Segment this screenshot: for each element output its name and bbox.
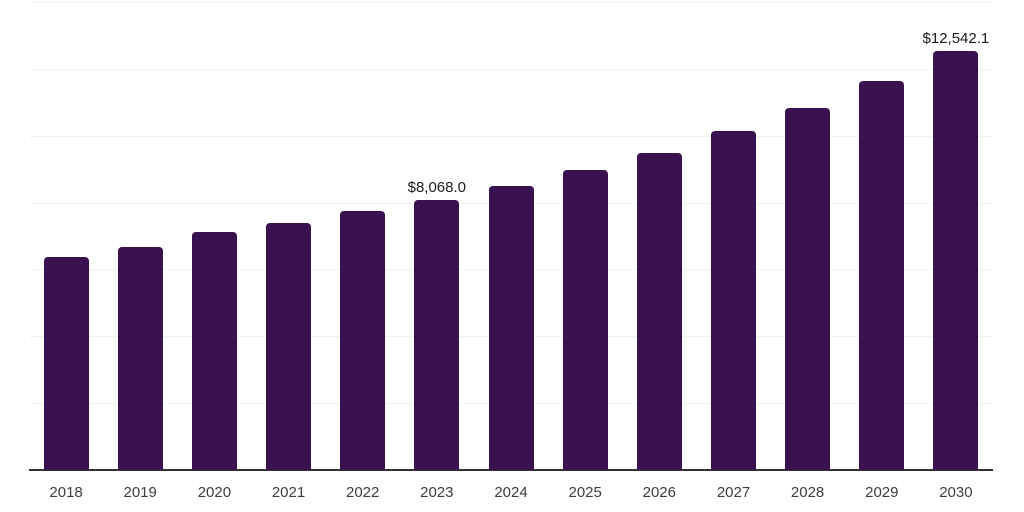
bar-2026 — [636, 153, 682, 470]
x-tick-2028: 2028 — [790, 484, 825, 501]
bar-2023 — [414, 200, 460, 470]
bar-2024 — [488, 185, 534, 470]
bar-2019 — [117, 247, 163, 470]
bar-2029 — [859, 80, 905, 470]
plot-area: 2018 2019 2020 2021 2022 $8,068.0 2023 2024 2025… — [29, 0, 993, 512]
bar-2027 — [711, 131, 756, 470]
bar-value-label-2023: $8,068.0 — [407, 179, 466, 197]
x-tick-2019: 2019 — [123, 484, 157, 501]
bar-2028 — [785, 108, 831, 470]
bar-2020 — [191, 232, 237, 470]
x-axis-line — [29, 469, 993, 471]
x-tick-2029: 2029 — [865, 484, 899, 501]
x-tick-2020: 2020 — [197, 484, 232, 501]
gridline — [29, 68, 993, 70]
x-tick-2027: 2027 — [716, 484, 751, 501]
bar-2030 — [933, 50, 979, 470]
x-tick-2022: 2022 — [346, 484, 380, 501]
x-tick-2024: 2024 — [494, 484, 528, 501]
bar-2025 — [562, 170, 608, 470]
x-tick-2018: 2018 — [49, 484, 83, 501]
bar-value-label-2030: $12,542.1 — [922, 29, 990, 47]
gridline — [29, 135, 993, 137]
x-tick-2026: 2026 — [642, 484, 676, 501]
x-tick-2030: 2030 — [939, 484, 973, 501]
bar-2018 — [43, 257, 89, 470]
gridline — [29, 2, 993, 3]
x-tick-2025: 2025 — [568, 484, 602, 501]
bar-2021 — [266, 223, 311, 470]
bar-2022 — [340, 210, 386, 470]
x-tick-2021: 2021 — [271, 484, 306, 501]
x-tick-2023: 2023 — [420, 484, 454, 501]
